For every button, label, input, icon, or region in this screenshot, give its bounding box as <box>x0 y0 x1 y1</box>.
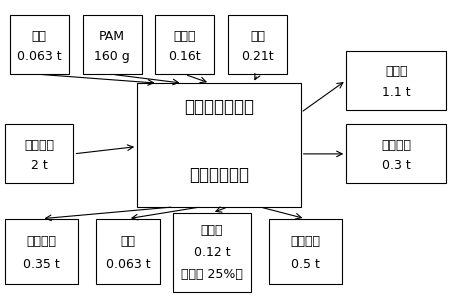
Text: 残余渣油: 残余渣油 <box>26 235 56 248</box>
Text: 轧制油泥: 轧制油泥 <box>24 139 54 152</box>
Bar <box>155 15 214 74</box>
Bar <box>228 15 287 74</box>
Bar <box>268 219 341 284</box>
Text: 石油醚: 石油醚 <box>200 224 223 237</box>
Text: 0.3 t: 0.3 t <box>381 159 410 172</box>
Bar <box>96 219 159 284</box>
Text: 0.21t: 0.21t <box>241 50 273 63</box>
Bar <box>10 15 69 74</box>
Text: 资源回收装置: 资源回收装置 <box>188 165 248 184</box>
Bar <box>137 83 300 207</box>
Bar <box>82 15 142 74</box>
Text: PAM: PAM <box>99 30 125 43</box>
Text: 再生油: 再生油 <box>384 65 407 78</box>
Text: 金属粉末: 金属粉末 <box>380 139 410 152</box>
Text: 油泥固液分离与: 油泥固液分离与 <box>183 98 253 116</box>
Text: 废水: 废水 <box>120 235 135 248</box>
Text: 0.5 t: 0.5 t <box>290 258 319 271</box>
Text: 0.063 t: 0.063 t <box>17 50 61 63</box>
Text: 2 t: 2 t <box>31 159 48 172</box>
Bar <box>345 124 445 183</box>
Text: 0.063 t: 0.063 t <box>106 258 150 271</box>
Bar <box>173 213 250 292</box>
Text: 新水: 新水 <box>32 30 47 43</box>
Text: （损失 25%）: （损失 25%） <box>181 268 243 281</box>
Text: 160 g: 160 g <box>94 50 130 63</box>
Text: 絮凝残渣: 絮凝残渣 <box>290 235 319 248</box>
Text: 0.16t: 0.16t <box>168 50 201 63</box>
Text: 0.12 t: 0.12 t <box>193 246 230 259</box>
Bar <box>5 124 73 183</box>
Text: 0.35 t: 0.35 t <box>23 258 60 271</box>
Text: 1.1 t: 1.1 t <box>381 86 410 99</box>
Text: 液碱: 液碱 <box>249 30 264 43</box>
Text: 石油醚: 石油醚 <box>173 30 196 43</box>
Bar <box>5 219 78 284</box>
Bar <box>345 51 445 110</box>
